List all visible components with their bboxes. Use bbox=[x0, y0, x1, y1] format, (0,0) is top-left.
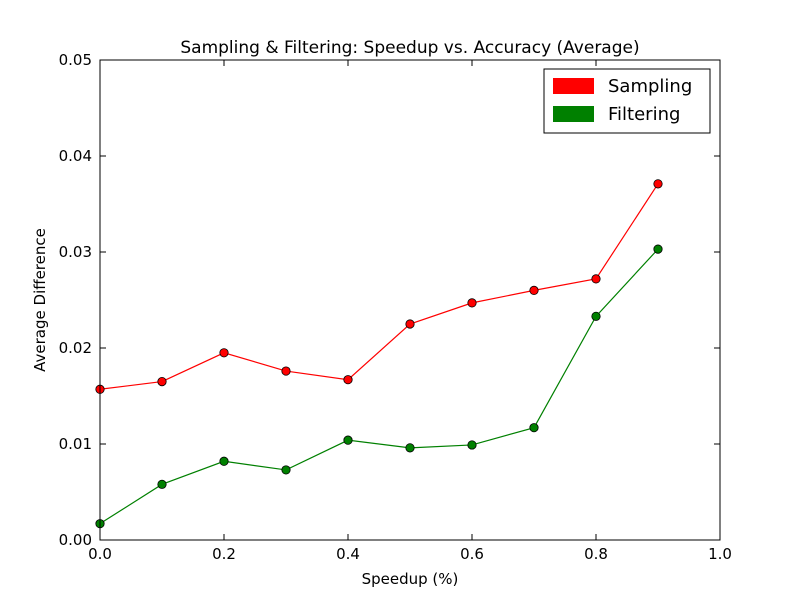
x-tick-label: 0.2 bbox=[212, 545, 236, 563]
legend-label-filtering: Filtering bbox=[608, 104, 680, 125]
y-tick-label: 0.00 bbox=[59, 531, 92, 549]
ticks-layer: 0.0 0.2 0.4 0.6 0.8 1.0 0.00 0.01 0.02 0.03 0.04 0.… bbox=[59, 51, 732, 563]
y-tick-label: 0.02 bbox=[59, 339, 92, 357]
chart-title: Sampling & Filtering: Speedup vs. Accura… bbox=[180, 38, 639, 58]
x-axis-label: Speedup (%) bbox=[362, 570, 459, 588]
data-point-filtering bbox=[529, 423, 539, 433]
legend-label-sampling: Sampling bbox=[608, 76, 692, 97]
y-tick-label: 0.03 bbox=[59, 243, 92, 261]
data-point-filtering bbox=[157, 479, 167, 489]
data-point-sampling bbox=[467, 298, 477, 308]
data-point-filtering bbox=[591, 311, 601, 321]
series-line-filtering bbox=[99, 248, 659, 525]
x-tick-label: 0.6 bbox=[460, 545, 484, 563]
plot-frame bbox=[99, 59, 721, 541]
y-axis-label: Average Difference bbox=[31, 228, 49, 372]
data-point-sampling bbox=[529, 285, 539, 295]
y-tick-label: 0.05 bbox=[59, 51, 92, 69]
data-point-sampling bbox=[591, 274, 601, 284]
legend-swatch-filtering bbox=[553, 106, 594, 122]
data-point-filtering bbox=[219, 456, 229, 466]
x-tick-label: 0.8 bbox=[584, 545, 608, 563]
data-point-sampling bbox=[219, 348, 229, 358]
x-tick-label: 0.4 bbox=[336, 545, 360, 563]
legend: Sampling Filtering bbox=[543, 68, 711, 134]
data-point-filtering bbox=[467, 440, 477, 450]
y-tick-label: 0.01 bbox=[59, 435, 92, 453]
data-point-filtering bbox=[653, 244, 663, 254]
data-point-sampling bbox=[281, 366, 291, 376]
x-tick-label: 1.0 bbox=[708, 545, 732, 563]
data-point-sampling bbox=[157, 376, 167, 387]
series-line-sampling bbox=[99, 183, 659, 390]
data-point-sampling bbox=[343, 375, 353, 385]
x-tick-label: 0.0 bbox=[88, 545, 112, 563]
data-point-sampling bbox=[405, 319, 415, 329]
data-point-filtering bbox=[343, 435, 353, 445]
legend-swatch-sampling bbox=[553, 78, 594, 94]
data-point-sampling bbox=[653, 179, 663, 189]
y-tick-label: 0.04 bbox=[59, 147, 92, 165]
series-layer bbox=[95, 179, 663, 529]
data-point-filtering bbox=[405, 443, 415, 453]
data-point-filtering bbox=[281, 465, 291, 475]
